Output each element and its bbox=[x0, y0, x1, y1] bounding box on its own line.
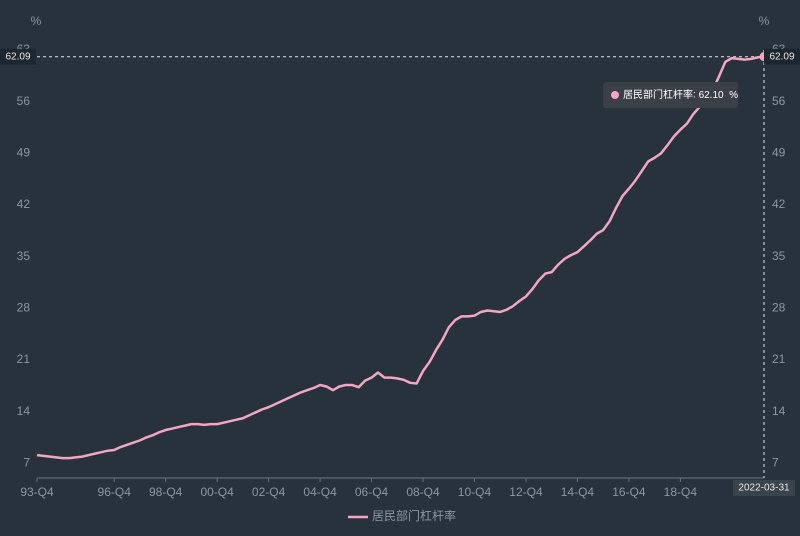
y2-tick-label: 42 bbox=[772, 197, 786, 211]
y-tick-label: 7 bbox=[23, 455, 30, 469]
y-tick-label: 42 bbox=[17, 197, 31, 211]
line-series bbox=[36, 55, 765, 460]
y-tick-label: 14 bbox=[17, 404, 31, 418]
y-tick-label: 35 bbox=[17, 249, 31, 263]
tooltip bbox=[603, 82, 738, 108]
legend-label: 居民部门杠杆率 bbox=[372, 508, 456, 523]
y2-tick-label: 7 bbox=[772, 455, 779, 469]
x-tick-label: 96-Q4 bbox=[98, 485, 132, 499]
x-tick-label: 00-Q4 bbox=[200, 485, 234, 499]
x-tick-label: 98-Q4 bbox=[149, 485, 183, 499]
x-tick-label: 06-Q4 bbox=[355, 485, 389, 499]
x-tick-label: 12-Q4 bbox=[509, 485, 543, 499]
y2-tick-label: 49 bbox=[772, 145, 786, 159]
tooltip-name: 居民部门杠杆率 bbox=[623, 88, 693, 101]
y2-tick-label: 28 bbox=[772, 300, 786, 314]
pointer-y2-label: 62.09 bbox=[769, 51, 794, 62]
x-tick-label: 10-Q4 bbox=[458, 485, 492, 499]
x-tick-label: 93-Q4 bbox=[20, 485, 54, 499]
y2-tick-label: 35 bbox=[772, 249, 786, 263]
y2-tick-label: 14 bbox=[772, 404, 786, 418]
y-tick-label: 28 bbox=[17, 300, 31, 314]
tooltip-value: 62.10 bbox=[699, 90, 724, 101]
tooltip-unit: % bbox=[729, 90, 738, 101]
y2-unit: % bbox=[759, 14, 770, 28]
tooltip-dot bbox=[611, 91, 619, 99]
y-tick-label: 21 bbox=[17, 352, 31, 366]
y-unit: % bbox=[31, 14, 42, 28]
x-tick-label: 02-Q4 bbox=[252, 485, 286, 499]
y2-tick-label: 21 bbox=[772, 352, 786, 366]
x-tick-label: 04-Q4 bbox=[303, 485, 337, 499]
y-tick-label: 49 bbox=[17, 145, 31, 159]
pointer-x-label: 2022-03-31 bbox=[738, 483, 790, 494]
pointer-x-label-box bbox=[733, 480, 795, 496]
y-tick-label: 56 bbox=[17, 94, 31, 108]
x-tick-label: 14-Q4 bbox=[561, 485, 595, 499]
x-tick-label: 16-Q4 bbox=[612, 485, 646, 499]
y2-tick-label: 56 bbox=[772, 94, 786, 108]
pointer-y-label: 62.09 bbox=[5, 51, 30, 62]
tooltip-text: 居民部门杠杆率: 62.10 % bbox=[623, 88, 738, 101]
x-tick-label: 18-Q4 bbox=[664, 485, 698, 499]
pointer-label-box bbox=[0, 48, 36, 65]
pointer-label-box bbox=[764, 48, 800, 65]
x-tick-label: 08-Q4 bbox=[406, 485, 440, 499]
